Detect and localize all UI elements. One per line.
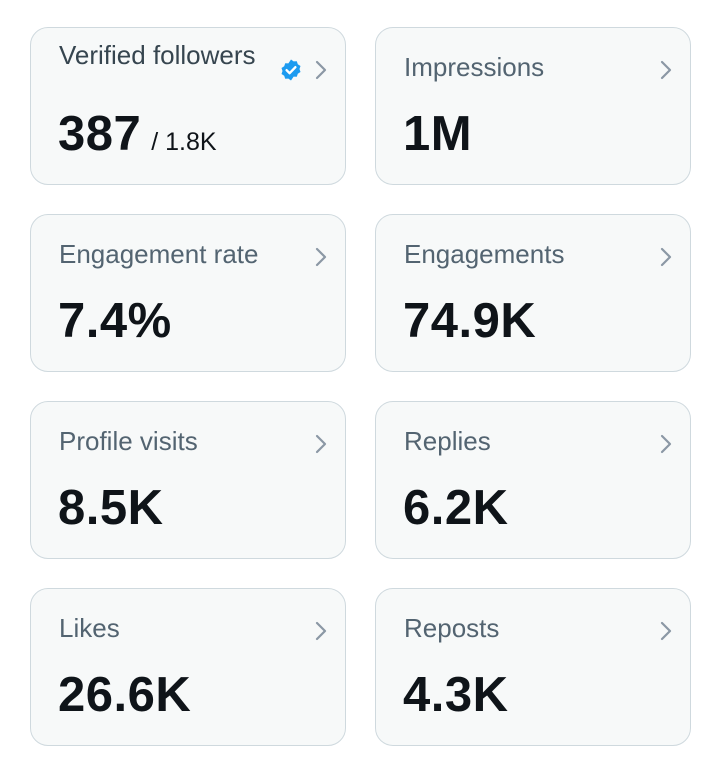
card-profile-visits[interactable]: Profile visits 8.5K [30,401,346,559]
card-likes[interactable]: Likes 26.6K [30,588,346,746]
card-reposts[interactable]: Reposts 4.3K [375,588,691,746]
card-label: Reposts [404,613,500,643]
card-label: Engagement rate [59,239,259,269]
card-label: Impressions [404,52,545,82]
verified-badge-icon [279,58,303,82]
chevron-right-icon [313,619,329,643]
card-value: 6.2K [403,481,509,535]
card-value: 387 / 1.8K [58,108,217,168]
card-engagement-rate[interactable]: Engagement rate 7.4% [30,214,346,372]
chevron-right-icon [313,245,329,269]
card-label: Profile visits [59,426,198,456]
card-value: 74.9K [403,294,537,348]
card-label: Replies [404,426,491,456]
card-value: 26.6K [58,668,192,722]
card-verified-followers[interactable]: Verified followers 387 / 1.8K [30,27,346,185]
card-value: 1M [403,107,473,161]
card-label: Engagements [404,239,565,269]
card-value-total: / 1.8K [151,128,217,156]
card-engagements[interactable]: Engagements 74.9K [375,214,691,372]
card-value: 7.4% [58,294,172,348]
chevron-right-icon [658,245,674,269]
card-impressions[interactable]: Impressions 1M [375,27,691,185]
card-replies[interactable]: Replies 6.2K [375,401,691,559]
chevron-right-icon [658,58,674,82]
card-value: 8.5K [58,481,164,535]
chevron-right-icon [313,432,329,456]
card-label: Likes [59,613,120,643]
card-label: Verified followers [59,40,256,70]
card-value: 4.3K [403,668,509,722]
card-value-main: 387 [58,107,142,161]
chevron-right-icon [658,619,674,643]
chevron-right-icon [658,432,674,456]
chevron-right-icon [313,58,329,82]
